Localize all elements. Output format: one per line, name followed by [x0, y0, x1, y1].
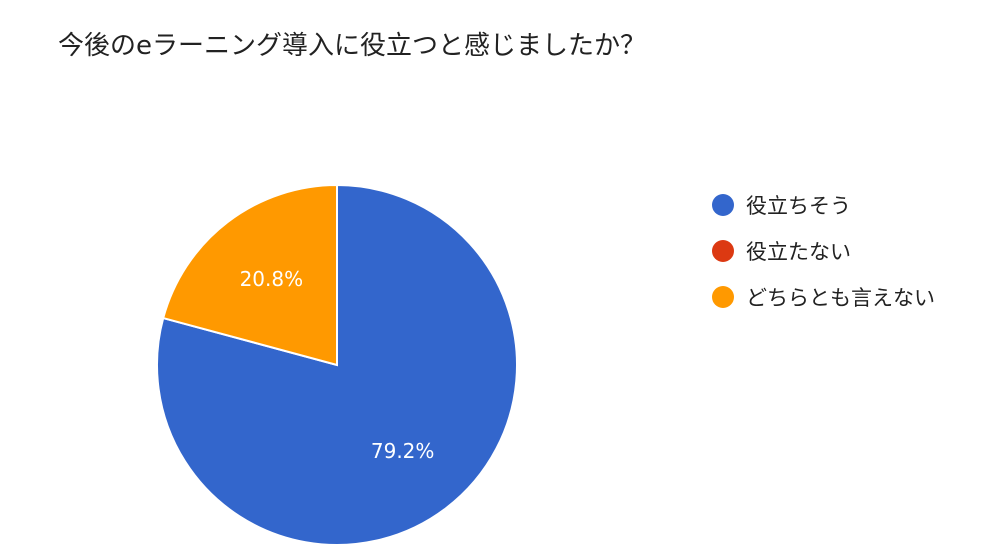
legend-item[interactable]: 役立ちそう — [712, 182, 935, 228]
legend: 役立ちそう 役立たない どちらとも言えない — [712, 182, 935, 320]
legend-item[interactable]: どちらとも言えない — [712, 274, 935, 320]
chart-title: 今後のeラーニング導入に役立つと感じましたか？ — [58, 31, 646, 61]
legend-label: どちらとも言えない — [746, 286, 935, 310]
pie-value-labels: 79.2% 20.8% — [240, 267, 435, 463]
legend-swatch-icon — [712, 194, 734, 216]
slice-value-label: 20.8% — [240, 267, 304, 291]
pie-slices — [156, 183, 518, 546]
slice-value-label: 79.2% — [371, 439, 435, 463]
legend-item[interactable]: 役立たない — [712, 228, 935, 274]
pie-slice-3[interactable] — [162, 183, 338, 367]
legend-swatch-icon — [712, 286, 734, 308]
legend-label: 役立ちそう — [746, 194, 851, 218]
legend-swatch-icon — [712, 240, 734, 262]
legend-label: 役立たない — [746, 240, 851, 264]
